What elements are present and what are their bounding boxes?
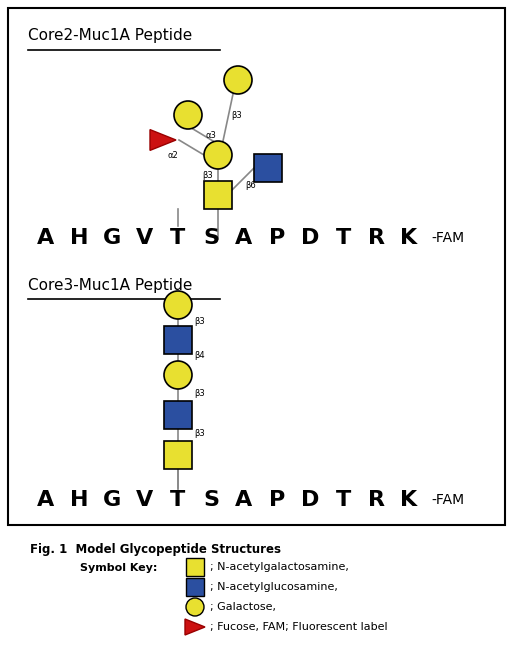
Text: β4: β4	[194, 351, 205, 360]
Text: T: T	[336, 228, 350, 248]
Text: ; N-acetylglucosamine,: ; N-acetylglucosamine,	[210, 582, 338, 592]
Text: K: K	[401, 228, 418, 248]
Text: β3: β3	[194, 428, 205, 438]
Text: Fig. 1  Model Glycopeptide Structures: Fig. 1 Model Glycopeptide Structures	[30, 543, 281, 556]
Polygon shape	[150, 129, 176, 150]
Text: P: P	[269, 228, 285, 248]
Text: T: T	[336, 490, 350, 510]
Text: Core3-Muc1A Peptide: Core3-Muc1A Peptide	[28, 278, 192, 293]
Text: P: P	[269, 490, 285, 510]
Circle shape	[224, 66, 252, 94]
Text: T: T	[170, 490, 186, 510]
Polygon shape	[185, 619, 205, 635]
Text: Core2-Muc1A Peptide: Core2-Muc1A Peptide	[28, 28, 192, 43]
Circle shape	[186, 598, 204, 616]
Text: R: R	[367, 228, 385, 248]
Text: Symbol Key:: Symbol Key:	[80, 563, 157, 573]
Bar	[204, 181, 232, 209]
Bar	[8, 8, 505, 525]
Bar	[164, 401, 192, 429]
Text: G: G	[103, 228, 121, 248]
Text: S: S	[203, 490, 219, 510]
Text: S: S	[203, 228, 219, 248]
Text: D: D	[301, 490, 319, 510]
Text: A: A	[37, 490, 54, 510]
Text: A: A	[235, 228, 252, 248]
Text: T: T	[170, 228, 186, 248]
Bar	[186, 578, 204, 596]
Text: β3: β3	[194, 317, 205, 325]
Text: ; Fucose, FAM; Fluorescent label: ; Fucose, FAM; Fluorescent label	[210, 622, 388, 632]
Text: V: V	[136, 228, 153, 248]
Text: A: A	[37, 228, 54, 248]
Text: ; N-acetylgalactosamine,: ; N-acetylgalactosamine,	[210, 562, 349, 572]
Text: A: A	[235, 490, 252, 510]
Text: -FAM: -FAM	[431, 493, 464, 507]
Circle shape	[164, 361, 192, 389]
Text: G: G	[103, 490, 121, 510]
Text: α3: α3	[205, 131, 216, 140]
Text: ; Galactose,: ; Galactose,	[210, 602, 276, 612]
Text: β3: β3	[231, 110, 242, 119]
Bar	[164, 326, 192, 354]
Bar	[186, 558, 204, 576]
Circle shape	[174, 101, 202, 129]
Bar	[164, 441, 192, 469]
Text: β3: β3	[202, 170, 213, 180]
Text: R: R	[367, 490, 385, 510]
Text: K: K	[401, 490, 418, 510]
Text: -FAM: -FAM	[431, 231, 464, 245]
Text: α2: α2	[168, 151, 179, 161]
Circle shape	[204, 141, 232, 169]
Text: H: H	[70, 490, 88, 510]
Text: β6: β6	[245, 182, 256, 191]
Text: D: D	[301, 228, 319, 248]
Text: β3: β3	[194, 389, 205, 398]
Text: H: H	[70, 228, 88, 248]
Text: V: V	[136, 490, 153, 510]
Circle shape	[164, 291, 192, 319]
Bar	[254, 154, 282, 182]
